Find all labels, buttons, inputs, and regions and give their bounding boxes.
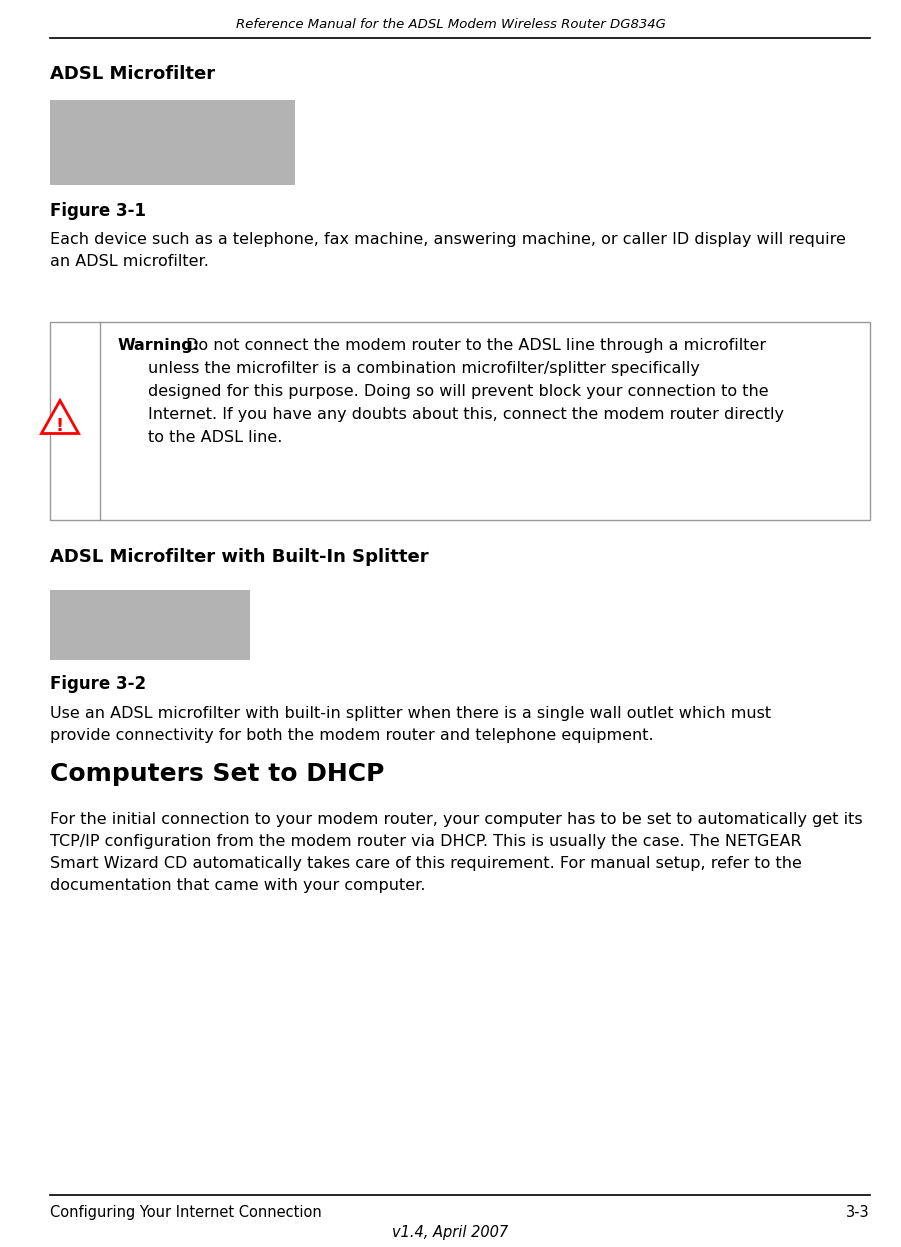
Text: Warning:: Warning: (118, 338, 200, 353)
Bar (50, 590, 250, 660)
Bar (50, 100, 295, 185)
Text: documentation that came with your computer.: documentation that came with your comput… (50, 878, 425, 893)
Text: provide connectivity for both the modem router and telephone equipment.: provide connectivity for both the modem … (50, 728, 653, 743)
Text: an ADSL microfilter.: an ADSL microfilter. (50, 254, 209, 269)
Text: Internet. If you have any doubts about this, connect the modem router directly: Internet. If you have any doubts about t… (148, 407, 784, 421)
Text: !: ! (56, 416, 64, 435)
Text: v1.4, April 2007: v1.4, April 2007 (393, 1225, 508, 1240)
Text: Smart Wizard CD automatically takes care of this requirement. For manual setup, : Smart Wizard CD automatically takes care… (50, 855, 802, 870)
Text: ADSL Microfilter: ADSL Microfilter (50, 65, 215, 84)
Text: ADSL Microfilter with Built-In Splitter: ADSL Microfilter with Built-In Splitter (50, 547, 429, 566)
Text: to the ADSL line.: to the ADSL line. (148, 430, 282, 445)
Text: Use an ADSL microfilter with built-in splitter when there is a single wall outle: Use an ADSL microfilter with built-in sp… (50, 706, 771, 721)
Text: Configuring Your Internet Connection: Configuring Your Internet Connection (50, 1205, 322, 1220)
Text: TCP/IP configuration from the modem router via DHCP. This is usually the case. T: TCP/IP configuration from the modem rout… (50, 834, 802, 849)
Bar (50, 322, 870, 520)
Text: 3-3: 3-3 (846, 1205, 870, 1220)
Text: Each device such as a telephone, fax machine, answering machine, or caller ID di: Each device such as a telephone, fax mac… (50, 232, 846, 247)
Text: Computers Set to DHCP: Computers Set to DHCP (50, 762, 385, 786)
Text: Reference Manual for the ADSL Modem Wireless Router DG834G: Reference Manual for the ADSL Modem Wire… (235, 17, 666, 31)
Text: unless the microfilter is a combination microfilter/splitter specifically: unless the microfilter is a combination … (148, 360, 700, 377)
Text: Figure 3-2: Figure 3-2 (50, 675, 146, 693)
Text: designed for this purpose. Doing so will prevent block your connection to the: designed for this purpose. Doing so will… (148, 384, 769, 399)
Text: For the initial connection to your modem router, your computer has to be set to : For the initial connection to your modem… (50, 812, 862, 827)
Text: Figure 3-1: Figure 3-1 (50, 202, 146, 219)
Text: Do not connect the modem router to the ADSL line through a microfilter: Do not connect the modem router to the A… (186, 338, 766, 353)
Polygon shape (41, 400, 78, 434)
